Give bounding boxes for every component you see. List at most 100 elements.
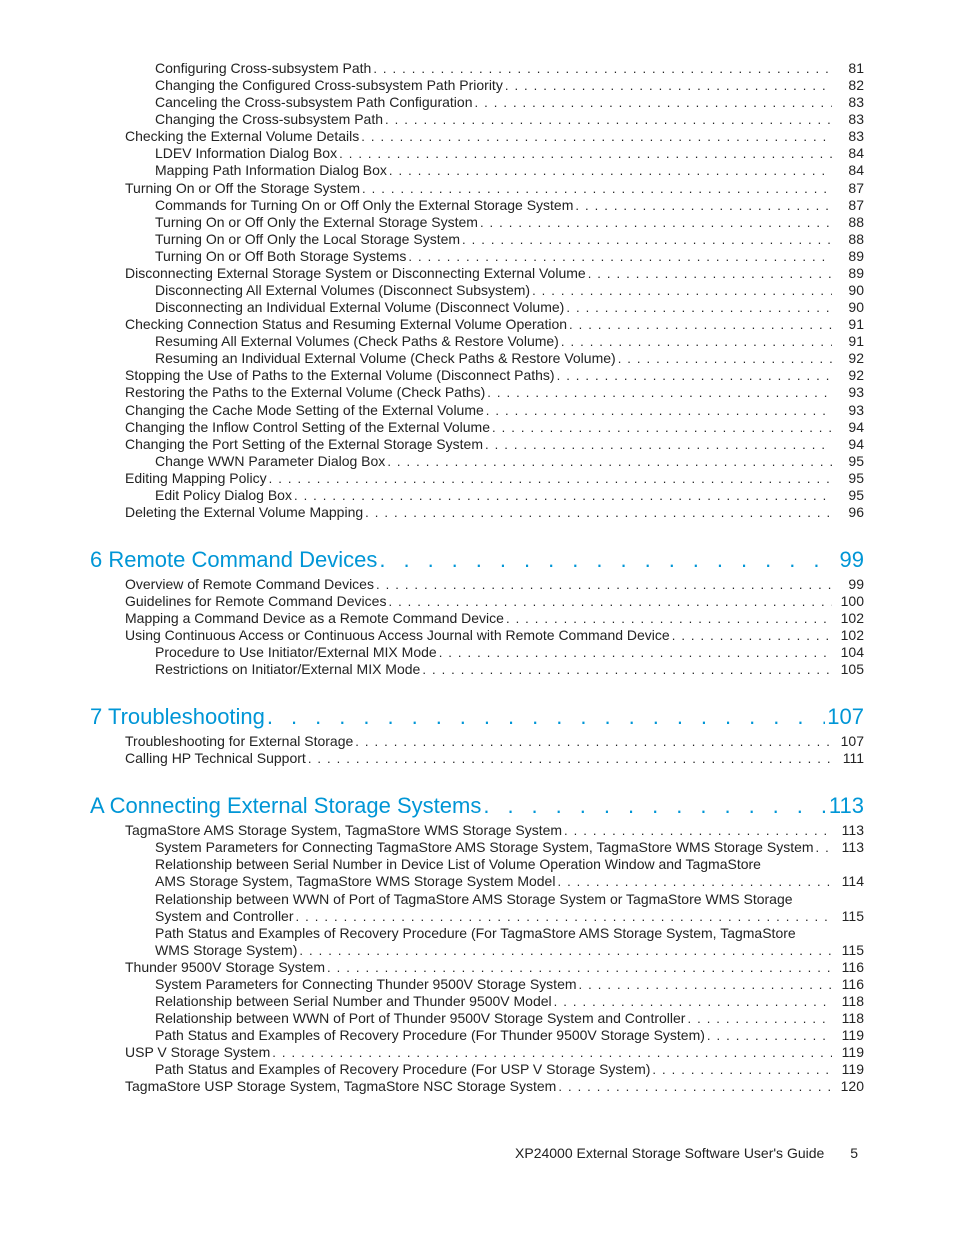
toc-entry-row[interactable]: Editing Mapping Policy..................…: [90, 470, 864, 487]
toc-entry-page: 99: [834, 547, 864, 574]
toc-entry-row[interactable]: Stopping the Use of Paths to the Externa…: [90, 367, 864, 384]
toc-entry-row[interactable]: Guidelines for Remote Command Devices...…: [90, 593, 864, 610]
toc-entry-row[interactable]: Relationship between WWN of Port of Tagm…: [90, 891, 864, 908]
toc-entry-row[interactable]: Turning On or Off Only the Local Storage…: [90, 231, 864, 248]
toc-entry-row[interactable]: Changing the Cross-subsystem Path.......…: [90, 111, 864, 128]
toc-entry-row[interactable]: Relationship between WWN of Port of Thun…: [90, 1010, 864, 1027]
toc-entry-row[interactable]: Edit Policy Dialog Box..................…: [90, 487, 864, 504]
toc-entry-row[interactable]: Disconnecting External Storage System or…: [90, 265, 864, 282]
toc-entry-page: 114: [834, 873, 864, 890]
toc-entry-row[interactable]: WMS Storage System).....................…: [90, 942, 864, 959]
toc-entry-row[interactable]: Changing the Inflow Control Setting of t…: [90, 419, 864, 436]
toc-leader-dots: ........................................…: [267, 704, 825, 731]
toc-leader-dots: ........................................…: [588, 266, 832, 282]
toc-entry-row[interactable]: Restrictions on Initiator/External MIX M…: [90, 661, 864, 678]
toc-entry-row[interactable]: Mapping Path Information Dialog Box.....…: [90, 162, 864, 179]
toc-entry-row[interactable]: Path Status and Examples of Recovery Pro…: [90, 1027, 864, 1044]
toc-entry-title: LDEV Information Dialog Box: [155, 145, 337, 162]
toc-entry-row[interactable]: Thunder 9500V Storage System............…: [90, 959, 864, 976]
toc-entry-row[interactable]: Disconnecting All External Volumes (Disc…: [90, 282, 864, 299]
toc-entry-title: 7 Troubleshooting: [90, 704, 265, 731]
toc-entry-row[interactable]: System and Controller...................…: [90, 908, 864, 925]
toc-leader-dots: ........................................…: [308, 751, 832, 767]
toc-entry-row[interactable]: Overview of Remote Command Devices......…: [90, 576, 864, 593]
toc-leader-dots: ........................................…: [485, 437, 832, 453]
toc-entry-title: TagmaStore USP Storage System, TagmaStor…: [125, 1078, 556, 1095]
toc-leader-dots: ........................................…: [487, 385, 832, 401]
toc-entry-row[interactable]: System Parameters for Connecting TagmaSt…: [90, 839, 864, 856]
toc-entry-row[interactable]: Troubleshooting for External Storage....…: [90, 733, 864, 750]
toc-entry-row[interactable]: Restoring the Paths to the External Volu…: [90, 384, 864, 401]
toc-entry-row[interactable]: System Parameters for Connecting Thunder…: [90, 976, 864, 993]
toc-entry-page: 116: [834, 959, 864, 976]
toc-entry-row[interactable]: Calling HP Technical Support............…: [90, 750, 864, 767]
toc-entry-title: Disconnecting External Storage System or…: [125, 265, 586, 282]
toc-entry-row[interactable]: Relationship between Serial Number and T…: [90, 993, 864, 1010]
toc-leader-dots: ........................................…: [483, 793, 827, 820]
toc-entry-row[interactable]: Configuring Cross-subsystem Path........…: [90, 60, 864, 77]
toc-entry-row[interactable]: Using Continuous Access or Continuous Ac…: [90, 627, 864, 644]
toc-entry-row[interactable]: Path Status and Examples of Recovery Pro…: [90, 925, 864, 942]
toc-entry-row[interactable]: AMS Storage System, TagmaStore WMS Stora…: [90, 873, 864, 890]
toc-entry-row[interactable]: Mapping a Command Device as a Remote Com…: [90, 610, 864, 627]
toc-entry-row[interactable]: Deleting the External Volume Mapping....…: [90, 504, 864, 521]
toc-leader-dots: ........................................…: [579, 977, 832, 993]
toc-entry-row[interactable]: TagmaStore USP Storage System, TagmaStor…: [90, 1078, 864, 1095]
toc-leader-dots: ........................................…: [506, 611, 832, 627]
toc-entry-page: 104: [834, 644, 864, 661]
toc-leader-dots: ........................................…: [707, 1028, 832, 1044]
toc-entry-page: 99: [834, 576, 864, 593]
toc-entry-page: 115: [834, 942, 864, 959]
toc-entry-page: 115: [834, 908, 864, 925]
toc-entry-row[interactable]: Changing the Cache Mode Setting of the E…: [90, 402, 864, 419]
toc-entry-title: Restrictions on Initiator/External MIX M…: [155, 661, 420, 678]
toc-entry-row[interactable]: Resuming an Individual External Volume (…: [90, 350, 864, 367]
toc-entry-row[interactable]: Disconnecting an Individual External Vol…: [90, 299, 864, 316]
toc-chapter-row[interactable]: 6 Remote Command Devices................…: [90, 547, 864, 574]
toc-entry-row[interactable]: Relationship between Serial Number in De…: [90, 856, 864, 873]
toc-entry-title: Checking the External Volume Details: [125, 128, 359, 145]
toc-entry-row[interactable]: Canceling the Cross-subsystem Path Confi…: [90, 94, 864, 111]
toc-entry-title: Edit Policy Dialog Box: [155, 487, 292, 504]
toc-entry-row[interactable]: Changing the Configured Cross-subsystem …: [90, 77, 864, 94]
toc-entry-row[interactable]: Checking Connection Status and Resuming …: [90, 316, 864, 333]
page-footer: XP24000 External Storage Software User's…: [90, 1145, 864, 1161]
toc-entry-row[interactable]: USP V Storage System....................…: [90, 1044, 864, 1061]
toc-entry-page: 107: [834, 733, 864, 750]
toc-entry-title: Stopping the Use of Paths to the Externa…: [125, 367, 555, 384]
toc-entry-page: 90: [834, 282, 864, 299]
toc-entry-row[interactable]: Path Status and Examples of Recovery Pro…: [90, 1061, 864, 1078]
toc-entry-page: 87: [834, 180, 864, 197]
toc-entry-row[interactable]: Procedure to Use Initiator/External MIX …: [90, 644, 864, 661]
toc-entry-row[interactable]: Turning On or Off the Storage System....…: [90, 180, 864, 197]
toc-entry-row[interactable]: TagmaStore AMS Storage System, TagmaStor…: [90, 822, 864, 839]
toc-entry-row[interactable]: Checking the External Volume Details....…: [90, 128, 864, 145]
toc-leader-dots: ........................................…: [355, 734, 832, 750]
toc-entry-page: 84: [834, 162, 864, 179]
toc-chapter-row[interactable]: 7 Troubleshooting.......................…: [90, 704, 864, 731]
toc-section: Configuring Cross-subsystem Path........…: [90, 60, 864, 521]
toc-leader-dots: ........................................…: [294, 488, 832, 504]
toc-entry-page: 88: [834, 231, 864, 248]
toc-leader-dots: ........................................…: [339, 146, 832, 162]
toc-entry-row[interactable]: Resuming All External Volumes (Check Pat…: [90, 333, 864, 350]
toc-entry-title: Deleting the External Volume Mapping: [125, 504, 363, 521]
toc-leader-dots: ........................................…: [422, 662, 832, 678]
toc-entry-title: USP V Storage System: [125, 1044, 270, 1061]
toc-entry-page: 116: [834, 976, 864, 993]
toc-leader-dots: ........................................…: [652, 1062, 832, 1078]
toc-entry-row[interactable]: Turning On or Off Both Storage Systems..…: [90, 248, 864, 265]
toc-entry-row[interactable]: Change WWN Parameter Dialog Box.........…: [90, 453, 864, 470]
toc-leader-dots: ........................................…: [475, 95, 833, 111]
toc-section: 6 Remote Command Devices................…: [90, 547, 864, 678]
toc-entry-title: Turning On or Off the Storage System: [125, 180, 360, 197]
toc-entry-row[interactable]: Changing the Port Setting of the Externa…: [90, 436, 864, 453]
toc-entry-title: 6 Remote Command Devices: [90, 547, 377, 574]
toc-entry-title: Disconnecting All External Volumes (Disc…: [155, 282, 530, 299]
toc-leader-dots: ........................................…: [379, 547, 832, 574]
toc-entry-title: Turning On or Off Only the Local Storage…: [155, 231, 460, 248]
toc-entry-row[interactable]: LDEV Information Dialog Box.............…: [90, 145, 864, 162]
toc-chapter-row[interactable]: A Connecting External Storage Systems...…: [90, 793, 864, 820]
toc-entry-row[interactable]: Commands for Turning On or Off Only the …: [90, 197, 864, 214]
toc-entry-row[interactable]: Turning On or Off Only the External Stor…: [90, 214, 864, 231]
